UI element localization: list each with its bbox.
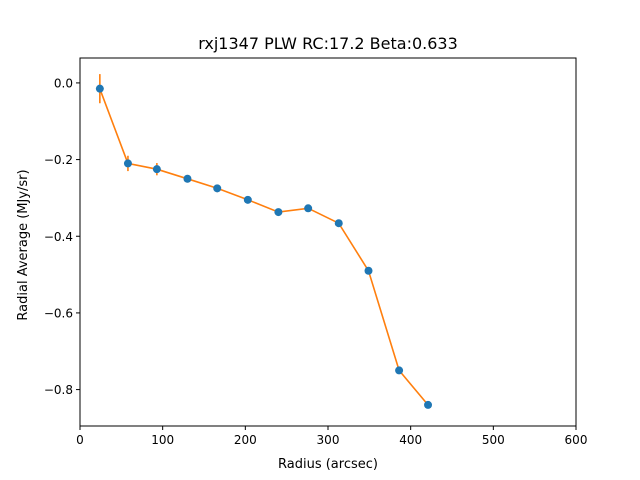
data-point	[183, 174, 192, 183]
y-tick-label: 0.0	[54, 76, 73, 90]
data-point	[123, 159, 132, 168]
data-point	[213, 184, 222, 193]
x-tick-label: 200	[234, 433, 257, 447]
data-point	[304, 204, 313, 213]
data-point	[95, 84, 104, 93]
data-point	[424, 400, 433, 409]
data-point	[152, 165, 161, 174]
y-tick-label: −0.4	[44, 230, 73, 244]
y-tick-label: −0.2	[44, 153, 73, 167]
x-tick-label: 0	[76, 433, 84, 447]
x-tick-label: 500	[482, 433, 505, 447]
x-tick-label: 400	[399, 433, 422, 447]
chart-title: rxj1347 PLW RC:17.2 Beta:0.633	[198, 34, 458, 53]
data-point	[395, 366, 404, 375]
data-point	[334, 219, 343, 228]
data-point	[274, 208, 283, 217]
x-tick-label: 300	[317, 433, 340, 447]
x-tick-label: 600	[565, 433, 588, 447]
series-line	[99, 88, 429, 406]
y-tick-label: −0.6	[44, 306, 73, 320]
data-point	[243, 195, 252, 204]
y-tick-label: −0.8	[44, 383, 73, 397]
x-tick-label: 100	[151, 433, 174, 447]
data-point	[364, 266, 373, 275]
x-axis-label: Radius (arcsec)	[278, 457, 378, 472]
plot-frame	[79, 57, 577, 427]
y-axis-label: Radial Average (MJy/sr)	[16, 169, 31, 320]
